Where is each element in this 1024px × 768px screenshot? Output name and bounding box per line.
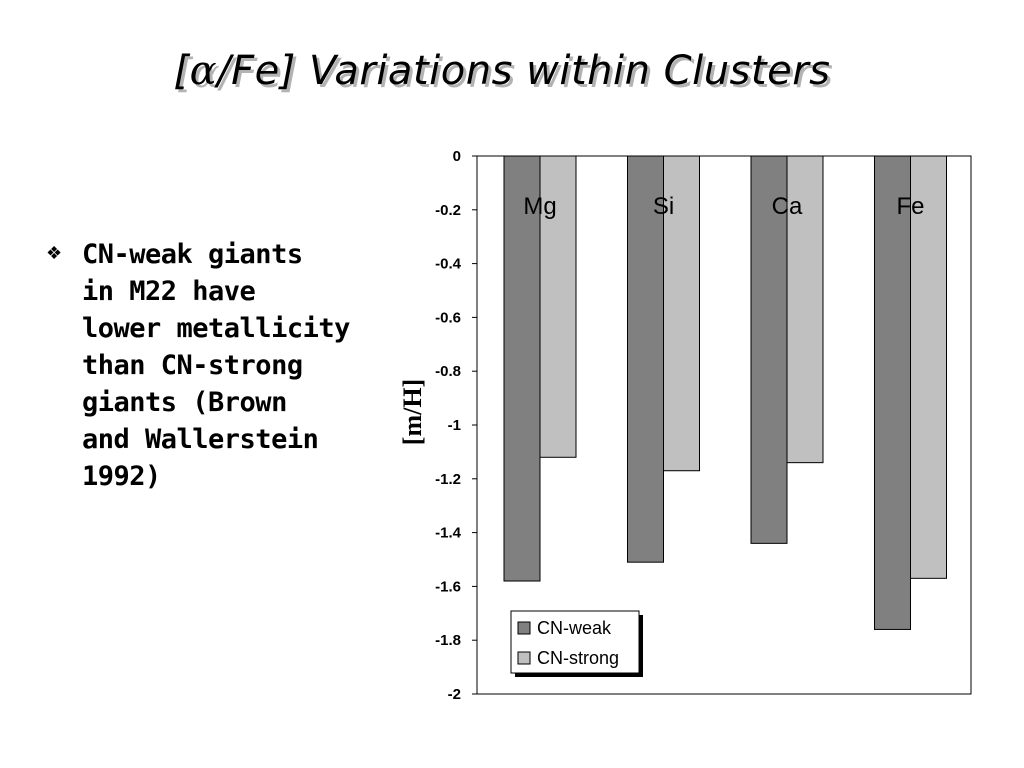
bar-cn-strong-ca	[786, 155, 824, 464]
bar-cn-weak-ca	[750, 155, 788, 544]
legend-box	[510, 610, 640, 674]
y-tick-label: -1	[448, 417, 461, 434]
y-tick-label: 0	[453, 148, 461, 165]
legend-label-cn-weak: CN-weak	[537, 618, 612, 638]
bar-cn-strong-si	[663, 155, 700, 472]
y-tick-label: -1.6	[435, 578, 461, 595]
category-label-si: Si	[653, 193, 674, 220]
legend-label-cn-strong: CN-strong	[537, 648, 619, 668]
y-tick-label: -0.4	[435, 256, 462, 273]
title-rest: /Fe] Variations within Clusters	[217, 48, 831, 94]
diamond-bullet-icon: ❖	[46, 243, 63, 263]
slide-title: [α/Fe] Variations within Clusters	[0, 48, 1004, 94]
y-tick-label: -2	[448, 686, 461, 703]
y-axis-label: [m/H]	[398, 379, 427, 445]
bar-cn-weak-mg	[503, 155, 541, 582]
bar-cn-strong-mg	[539, 155, 577, 458]
category-label-fe: Fe	[896, 193, 924, 220]
y-tick-label: -0.6	[435, 309, 461, 326]
y-tick-label: -1.2	[435, 471, 461, 488]
y-tick-label: -1.4	[435, 525, 462, 542]
y-tick-label: -0.8	[435, 363, 461, 380]
legend-swatch-cn-strong	[517, 651, 531, 665]
legend-swatch-cn-weak	[517, 621, 531, 635]
bar-cn-weak-si	[627, 155, 664, 563]
bullet-text: CN-weak giants in M22 have lower metalli…	[82, 239, 350, 492]
bar-cn-strong-fe	[910, 155, 947, 579]
category-label-mg: Mg	[523, 193, 556, 220]
category-label-ca: Ca	[772, 193, 803, 220]
bar-cn-weak-fe	[874, 155, 911, 630]
bullet-point: ❖ CN-weak giants in M22 have lower metal…	[46, 236, 366, 495]
title-bracket-open: [	[173, 48, 190, 94]
y-tick-label: -1.8	[435, 632, 461, 649]
title-alpha: α	[189, 48, 218, 94]
y-tick-label: -0.2	[435, 202, 461, 219]
